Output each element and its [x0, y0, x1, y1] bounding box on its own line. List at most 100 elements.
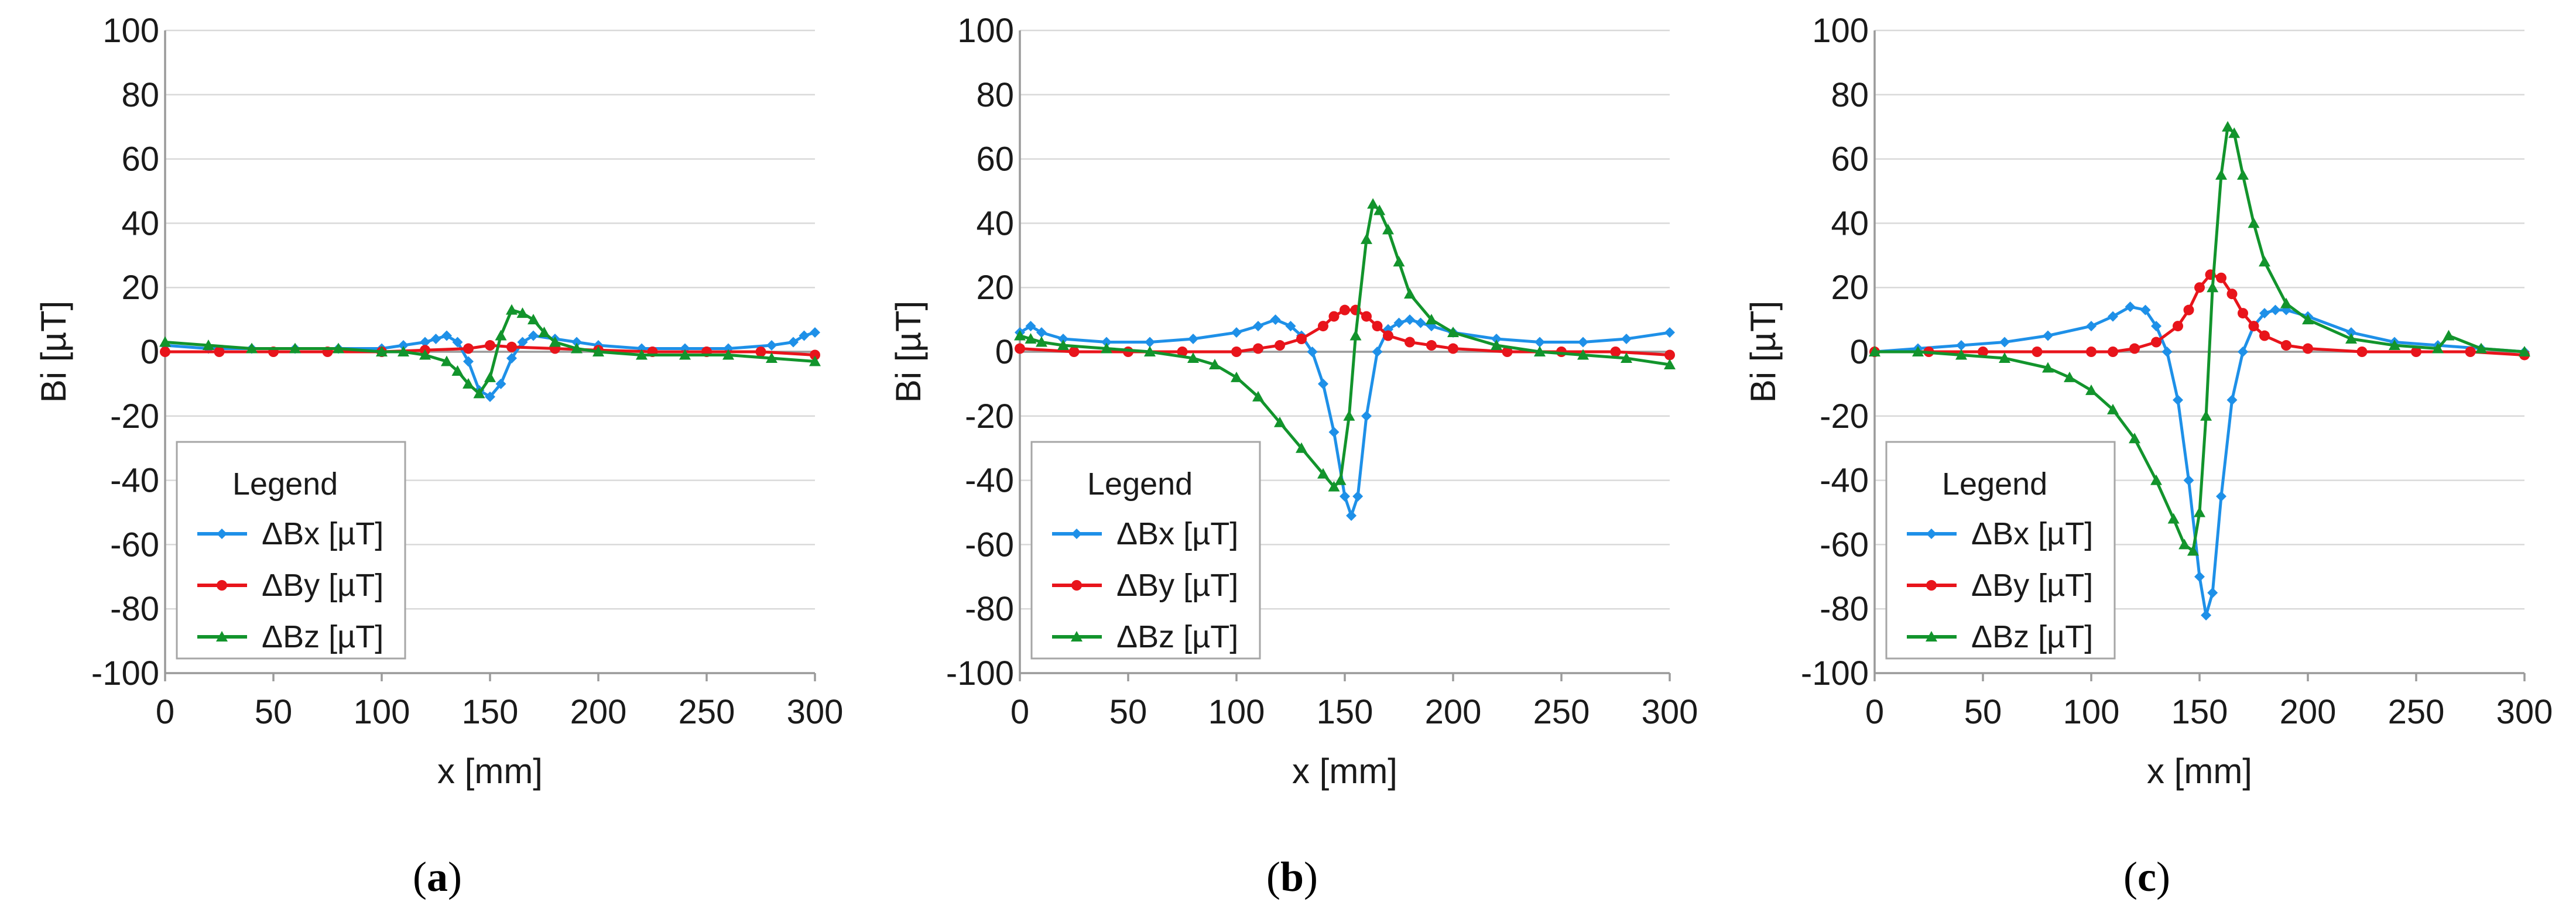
y-tick-label: 100: [102, 12, 159, 50]
data-point: [1502, 347, 1513, 357]
data-point: [2389, 339, 2400, 351]
y-tick-label: 80: [976, 76, 1014, 114]
data-point: [1534, 337, 1545, 348]
legend-title: Legend: [1087, 466, 1193, 502]
data-point: [1253, 343, 1263, 354]
data-point: [2200, 410, 2212, 421]
data-point: [2216, 272, 2226, 283]
data-point: [2194, 571, 2205, 582]
legend-marker: [1071, 580, 1082, 591]
data-point: [2259, 308, 2270, 319]
y-tick-label: 20: [1831, 269, 1869, 307]
data-point: [516, 307, 529, 318]
y-tick-label: 60: [121, 140, 159, 179]
data-point: [485, 391, 495, 402]
data-point: [2519, 346, 2530, 356]
data-point: [2150, 474, 2162, 485]
series-dBz: [159, 304, 821, 399]
panel-label: (c): [2123, 853, 2170, 900]
data-point: [2183, 475, 2194, 486]
legend-marker: [217, 529, 227, 539]
data-point: [160, 347, 170, 357]
data-point: [441, 355, 453, 366]
legend-entry: ΔBy [µT]: [262, 568, 383, 603]
x-axis-label: x [mm]: [437, 752, 543, 791]
data-point: [2302, 314, 2314, 325]
data-point: [1340, 304, 1350, 315]
series-line: [1875, 125, 2525, 553]
y-axis-label: Bi [µT]: [34, 301, 73, 403]
data-point: [2215, 169, 2227, 180]
data-point: [2108, 347, 2118, 357]
legend-entry: ΔBx [µT]: [262, 516, 383, 551]
data-point: [398, 346, 409, 356]
legend-marker: [1926, 529, 1937, 539]
data-point: [2201, 610, 2212, 621]
data-point: [2346, 327, 2356, 338]
data-point: [2032, 347, 2043, 357]
y-tick-label: -100: [91, 654, 159, 692]
y-tick-label: -100: [946, 654, 1014, 692]
y-tick-label: -80: [110, 590, 159, 628]
data-point: [810, 349, 820, 361]
data-point: [1367, 198, 1379, 209]
x-axis-label: x [mm]: [1292, 752, 1397, 791]
data-point: [2259, 330, 2270, 341]
x-tick-label: 50: [1109, 693, 1147, 731]
data-point: [2443, 330, 2455, 341]
data-point: [2345, 333, 2357, 344]
y-tick-label: -80: [1820, 590, 1869, 628]
data-point: [2161, 347, 2173, 357]
data-point: [592, 346, 604, 356]
data-point: [1145, 337, 1155, 348]
legend-marker: [216, 631, 228, 642]
data-point: [420, 337, 430, 348]
x-tick-label: 300: [2496, 693, 2553, 731]
data-point: [484, 371, 496, 382]
y-tick-label: -40: [1820, 462, 1869, 500]
data-point: [2222, 121, 2234, 132]
data-point: [1014, 330, 1026, 341]
data-point: [2125, 301, 2136, 313]
data-point: [1664, 349, 1675, 361]
data-point: [1346, 510, 1357, 521]
y-tick-label: 0: [995, 333, 1014, 371]
data-point: [1426, 314, 1437, 325]
data-point: [485, 340, 495, 351]
data-point: [159, 336, 171, 347]
data-point: [1404, 288, 1416, 299]
data-point: [246, 342, 258, 354]
legend-marker: [1071, 529, 1082, 539]
data-point: [2238, 308, 2248, 319]
y-tick-label: 40: [1831, 204, 1869, 242]
legend-entry: ΔBz [µT]: [1116, 619, 1238, 654]
data-point: [1393, 256, 1405, 267]
legend-marker: [217, 580, 227, 591]
data-point: [1912, 346, 1924, 356]
data-point: [1307, 347, 1318, 357]
x-tick-label: 50: [255, 693, 293, 731]
legend-marker: [1071, 631, 1083, 642]
data-point: [376, 346, 388, 356]
data-point: [810, 327, 820, 338]
data-point: [1372, 321, 1383, 332]
data-point: [1068, 347, 1080, 357]
x-tick-label: 200: [570, 693, 627, 731]
data-point: [1578, 337, 1588, 348]
y-tick-label: 40: [121, 204, 159, 242]
data-point: [1340, 491, 1350, 502]
data-point: [809, 355, 821, 366]
y-tick-label: 60: [976, 140, 1014, 179]
data-point: [527, 314, 539, 325]
data-point: [2281, 340, 2291, 351]
y-tick-label: -60: [1820, 526, 1869, 564]
data-point: [463, 343, 474, 354]
data-point: [451, 365, 464, 376]
data-point: [1426, 340, 1437, 351]
data-point: [1058, 334, 1068, 345]
x-tick-label: 250: [679, 693, 735, 731]
data-point: [788, 337, 799, 348]
